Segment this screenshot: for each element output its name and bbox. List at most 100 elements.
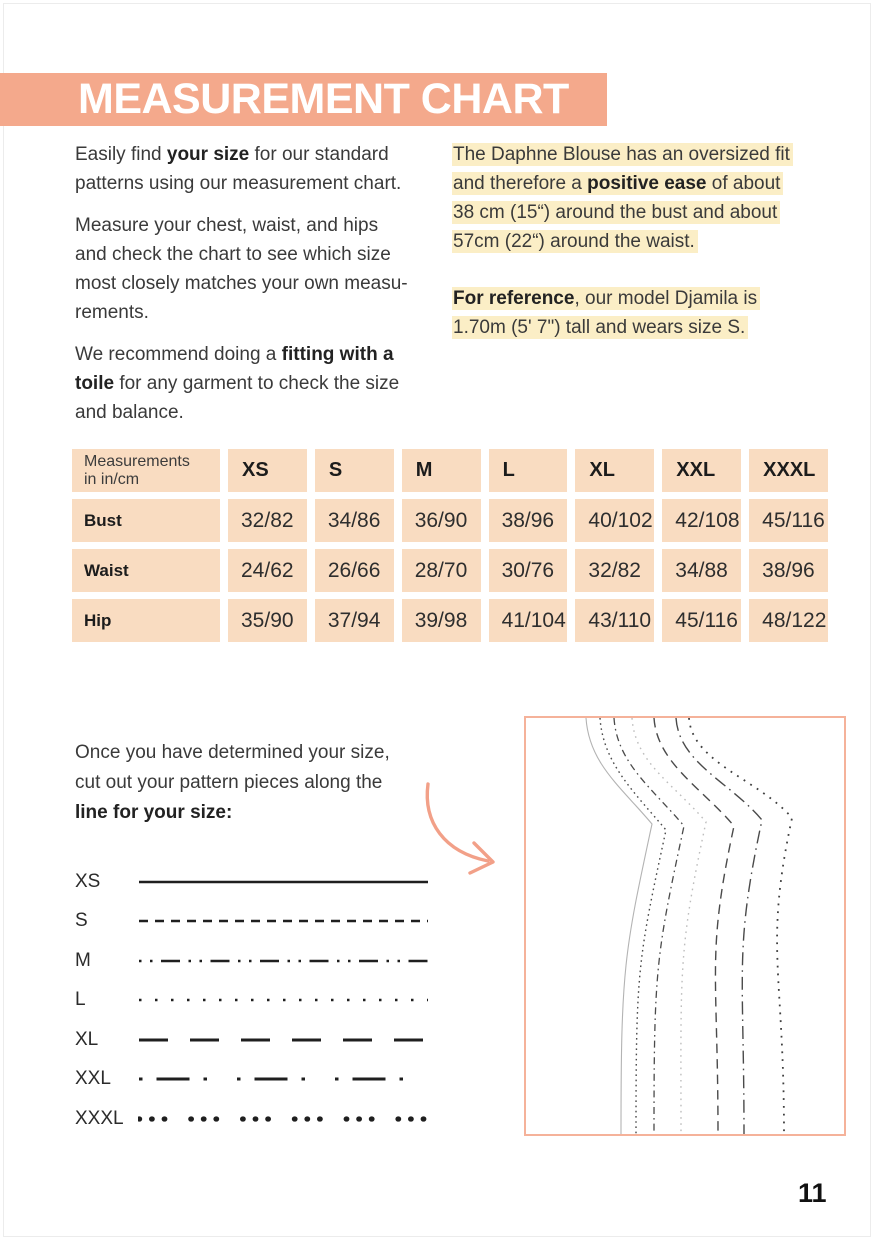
text-segment: Once you have determined your size, — [75, 742, 390, 763]
text-segment: your size — [166, 144, 250, 165]
text-segment: of about — [706, 173, 781, 194]
intro-left-column: Easily find your size for our standard pa… — [75, 140, 453, 440]
text-segment: line for your size: — [75, 802, 233, 823]
text-segment: rements. — [75, 302, 149, 323]
table-value-cell: 45/116 — [662, 599, 742, 642]
text-segment: for any garment to check the size — [114, 373, 400, 394]
text-line: and therefore a positive ease of about — [452, 169, 824, 198]
pattern-cut-line — [613, 717, 685, 1135]
text-line: We recommend doing a fitting with a — [75, 340, 453, 369]
legend-row: XS — [75, 862, 435, 902]
paragraph: Measure your chest, waist, and hips and c… — [75, 211, 453, 327]
table-value-cell: 43/110 — [575, 599, 655, 642]
pattern-cut-line — [631, 717, 707, 1135]
pattern-cut-line — [585, 717, 653, 1135]
table-value-cell: 32/82 — [228, 499, 307, 542]
size-line-legend: XS S M L XL XXL XXXL — [75, 862, 435, 1139]
size-line-sample-long-dash — [139, 1038, 428, 1042]
curved-arrow-icon — [418, 778, 510, 883]
table-size-header: XXXL — [749, 449, 828, 492]
text-segment: Measure your chest, waist, and hips — [75, 215, 379, 236]
size-line-sample-solid — [139, 880, 428, 884]
text-segment: for our standard — [249, 144, 389, 165]
table-value-cell: 41/104 — [488, 599, 568, 642]
table-value-cell: 45/116 — [749, 499, 828, 542]
text-line: Once you have determined your size, — [75, 738, 465, 768]
text-line: Easily find your size for our standard — [75, 140, 453, 169]
legend-size-label: XS — [75, 870, 101, 892]
paragraph-highlighted: The Daphne Blouse has an oversized fit an… — [452, 140, 824, 256]
size-line-sample-dashed — [139, 919, 428, 923]
table-size-header: XS — [228, 449, 307, 492]
table-size-header: XL — [575, 449, 655, 492]
table-value-cell: 38/96 — [488, 499, 568, 542]
text-segment: most closely matches your own measu- — [75, 273, 408, 294]
text-segment: Easily find — [75, 144, 167, 165]
table-header-text: Measurements — [84, 452, 190, 470]
legend-row: XXL — [75, 1060, 435, 1100]
table-value-cell: 28/70 — [401, 549, 481, 592]
table-value-cell: 39/98 — [401, 599, 481, 642]
size-line-sample-dot-dash — [139, 1077, 428, 1081]
legend-size-label: XL — [75, 1028, 99, 1050]
table-value-cell: 48/122 — [749, 599, 828, 642]
pattern-cut-line — [599, 717, 667, 1135]
table-header-cell: Measurements in in/cm — [72, 449, 220, 492]
legend-row: M — [75, 941, 435, 981]
text-line: most closely matches your own measu- — [75, 269, 453, 298]
table-row-label: Bust — [72, 499, 220, 542]
text-segment: and balance. — [75, 402, 184, 423]
text-segment: toile — [75, 373, 115, 394]
measurement-table: Measurements in in/cm XS S M L XL XXL XXXL Bust 32… — [72, 449, 828, 642]
text-segment: 38 cm (15“) around the bust and about — [453, 202, 778, 223]
cut-instructions: Once you have determined your size, cut o… — [75, 738, 465, 828]
table-value-cell: 26/66 — [314, 549, 394, 592]
table-row-label: Waist — [72, 549, 220, 592]
legend-size-label: M — [75, 949, 91, 971]
legend-row: XL — [75, 1020, 435, 1060]
header-bar: MEASUREMENT CHART — [0, 73, 607, 126]
text-line: 1.70m (5' 7") tall and wears size S. — [452, 313, 824, 342]
table-value-cell: 30/76 — [488, 549, 568, 592]
size-line-sample-dotted — [139, 998, 428, 1002]
text-line: The Daphne Blouse has an oversized fit — [452, 140, 824, 169]
text-segment: For reference — [453, 288, 575, 309]
table-row-label: Hip — [72, 599, 220, 642]
legend-size-label: S — [75, 910, 88, 932]
table-value-cell: 40/102 — [575, 499, 655, 542]
text-segment: We recommend doing a — [75, 344, 282, 365]
table-value-cell: 42/108 — [662, 499, 742, 542]
pattern-cut-line — [675, 717, 763, 1135]
legend-row: L — [75, 981, 435, 1021]
table-size-header: XXL — [662, 449, 742, 492]
text-segment: patterns using our measurement chart. — [75, 173, 402, 194]
legend-size-label: XXXL — [75, 1107, 124, 1129]
text-segment: positive ease — [587, 173, 707, 194]
text-line: rements. — [75, 298, 453, 327]
size-line-sample-dot-dot-dash — [139, 959, 428, 963]
table-value-cell: 36/90 — [401, 499, 481, 542]
text-segment: , our model Djamila is — [574, 288, 758, 309]
legend-size-label: L — [75, 989, 86, 1011]
table-value-cell: 35/90 — [228, 599, 307, 642]
table-value-cell: 37/94 — [314, 599, 394, 642]
paragraph: Easily find your size for our standard pa… — [75, 140, 453, 198]
pattern-cut-line — [653, 717, 735, 1135]
paragraph: We recommend doing a fitting with a toile… — [75, 340, 453, 427]
table-size-header: S — [314, 449, 394, 492]
table-header-text: in in/cm — [84, 470, 140, 488]
text-segment: and therefore a — [453, 173, 588, 194]
text-line: line for your size: — [75, 798, 465, 828]
table-value-cell: 24/62 — [228, 549, 307, 592]
text-segment: 1.70m (5' 7") tall and wears size S. — [453, 317, 746, 338]
legend-size-label: XXL — [75, 1068, 111, 1090]
text-line: cut out your pattern pieces along the — [75, 768, 465, 798]
page-title: MEASUREMENT CHART — [78, 75, 569, 123]
size-line-sample-bold-dots — [138, 1116, 429, 1122]
text-line: and check the chart to see which size — [75, 240, 453, 269]
page-number: 11 — [798, 1178, 827, 1208]
text-line: patterns using our measurement chart. — [75, 169, 453, 198]
text-segment: The Daphne Blouse has an oversized fit — [453, 144, 790, 165]
text-line: toile for any garment to check the size — [75, 369, 453, 398]
